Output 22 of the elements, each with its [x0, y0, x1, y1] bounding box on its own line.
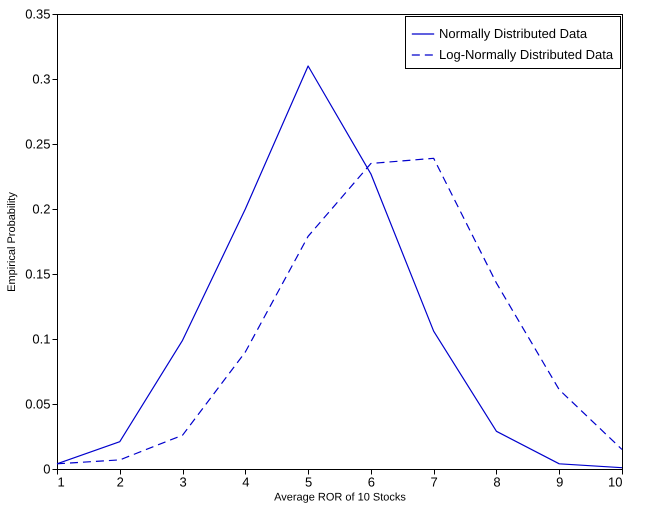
x-tick-label: 2 [116, 474, 124, 490]
x-tick-label: 5 [304, 474, 312, 490]
x-axis-title: Average ROR of 10 Stocks [274, 492, 406, 504]
y-tick-label: 0.25 [25, 136, 50, 152]
x-tick-label: 10 [608, 474, 622, 490]
x-tick-label: 4 [242, 474, 250, 490]
y-tick-label: 0.05 [25, 396, 50, 412]
x-tick-label: 1 [58, 474, 65, 490]
legend-label: Log-Normally Distributed Data [439, 47, 614, 62]
x-tick-label: 3 [179, 474, 187, 490]
y-tick-label: 0.1 [32, 332, 50, 346]
x-tick-label: 8 [493, 474, 501, 490]
y-tick-label: 0.2 [32, 202, 50, 216]
y-tick-label: 0.3 [32, 72, 50, 86]
y-tick-label: 0.35 [25, 6, 50, 22]
x-tick-label: 9 [556, 474, 564, 490]
y-tick-label: 0 [43, 462, 50, 476]
x-tick-label: 7 [430, 474, 438, 490]
y-tick-label: 0.15 [25, 266, 50, 282]
legend-label: Normally Distributed Data [439, 26, 588, 41]
y-axis-title: Empirical Probability [6, 192, 18, 292]
x-tick-label: 6 [368, 474, 376, 490]
